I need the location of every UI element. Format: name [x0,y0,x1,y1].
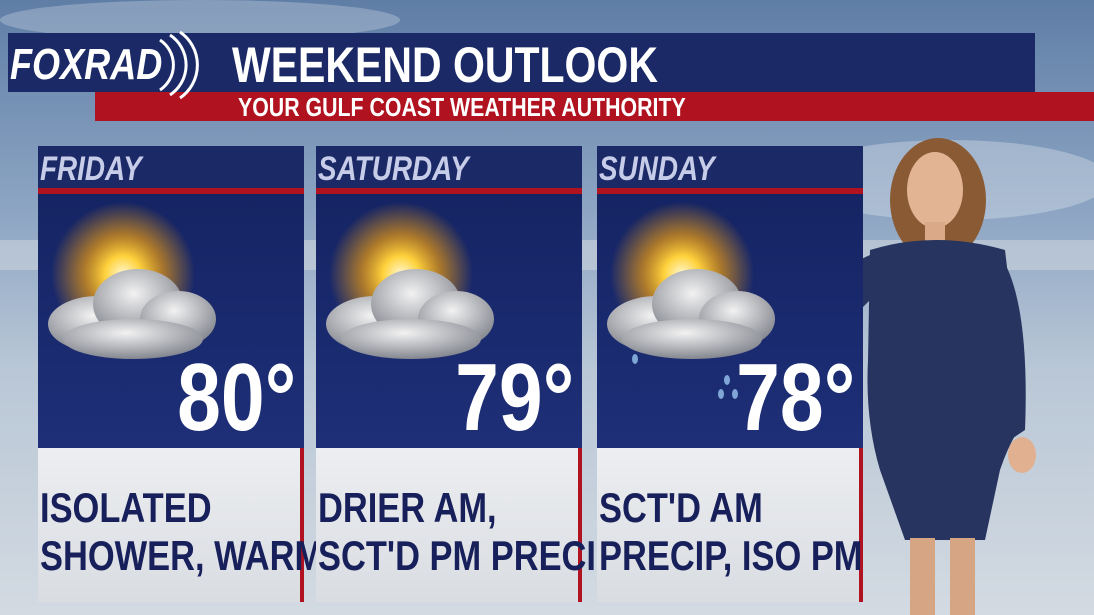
temperature: 78° [710,350,855,446]
subheader-bar [95,92,1094,121]
forecast-line-text: ISOLATED [40,484,212,531]
weather-icon [48,202,216,359]
title-text: WEEKEND OUTLOOK [232,37,658,93]
temperature: 79° [429,350,574,446]
day-name-text: SATURDAY [318,150,469,188]
subtitle-text: YOUR GULF COAST WEATHER AUTHORITY [238,92,686,122]
logo: FOXRAD [10,40,196,90]
icon-area: 78° [597,194,863,448]
day-name-text: FRIDAY [40,150,142,188]
forecast-line-text: SCT'D AM [599,484,763,531]
temperature-text: 80° [176,344,296,448]
forecast-text: SCT'D AM PRECIP, ISO PM [597,448,863,602]
logo-text: FOXRAD [10,40,163,89]
temperature-text: 78° [735,344,855,448]
forecast-line: PRECIP, ISO PM [599,534,920,578]
forecast-line-text: PRECIP, ISO PM [599,532,863,579]
day-panel: SUNDAY 78° SCT'D AM PRECIP, ISO PM [597,146,863,602]
divider [38,188,304,194]
divider [597,188,863,194]
subtitle: YOUR GULF COAST WEATHER AUTHORITY [238,92,784,122]
day-name-text: SUNDAY [599,150,715,188]
forecast-line: SHOWER, WARM [40,534,385,578]
day-panel: SATURDAY 79° DRIER AM, SCT'D PM PRECIP [316,146,619,602]
title: WEEKEND OUTLOOK [232,40,751,90]
forecast-line-text: SHOWER, WARM [40,532,324,579]
weather-icon [326,202,494,359]
temperature-text: 79° [454,344,574,448]
day-name: SATURDAY [316,146,582,188]
temperature: 80° [151,350,296,446]
icon-area: 80° [38,194,304,448]
logo-arcs [159,30,199,100]
forecast-line-text: DRIER AM, [318,484,497,531]
forecast-line: SCT'D AM [599,486,799,530]
weather-icon [607,202,775,399]
divider [316,188,582,194]
forecast-line: SCT'D PM PRECIP [318,534,685,578]
day-panel: FRIDAY 80° ISOLATED SHOWER, WARM [38,146,323,602]
icon-area: 79° [316,194,582,448]
forecast-line: DRIER AM, [318,486,536,530]
forecast-line-text: SCT'D PM PRECIP [318,532,619,579]
day-name: SUNDAY [597,146,863,188]
forecast-text: DRIER AM, SCT'D PM PRECIP [316,448,619,602]
forecast-line: ISOLATED [40,486,249,530]
forecast-text: ISOLATED SHOWER, WARM [38,448,323,602]
day-name: FRIDAY [38,146,304,188]
